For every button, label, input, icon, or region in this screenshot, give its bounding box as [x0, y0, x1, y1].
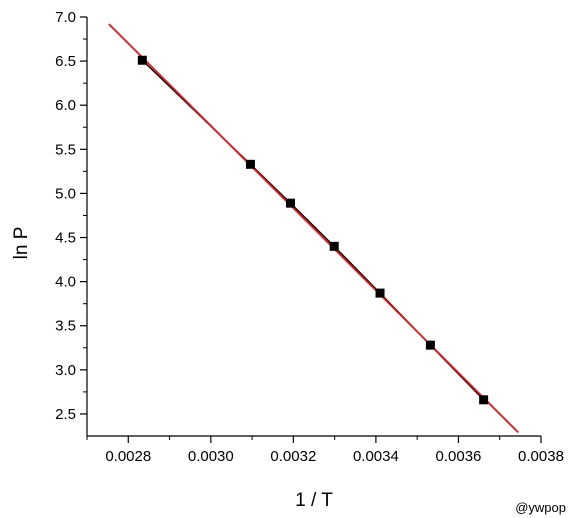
- x-tick-label: 0.0030: [188, 448, 234, 465]
- data-point: [375, 288, 385, 298]
- data-point: [137, 55, 147, 65]
- series-layer: [108, 23, 519, 434]
- x-axis-title: 1 / T: [295, 490, 333, 511]
- data-point: [425, 340, 435, 350]
- y-tick-label: 6.0: [55, 97, 76, 114]
- data-point: [285, 198, 295, 208]
- y-tick-label: 4.5: [55, 230, 76, 247]
- linear-fit-line: [108, 23, 519, 434]
- x-tick-label: 0.0028: [105, 448, 151, 465]
- plot-frame: [86, 17, 541, 437]
- y-ticks: 2.5 3.0 3.5 4.0 4.5 5.0 5.5 6.0 6.5 7.0: [55, 9, 87, 423]
- watermark-text: @ywpop: [515, 500, 566, 515]
- data-point: [329, 241, 339, 251]
- y-tick-label: 2.5: [55, 406, 76, 423]
- x-tick-label: 0.0034: [353, 448, 399, 465]
- y-tick-label: 5.0: [55, 185, 76, 202]
- y-tick-label: 3.0: [55, 362, 76, 379]
- data-point: [479, 395, 489, 405]
- y-tick-label: 3.5: [55, 318, 76, 335]
- y-tick-label: 5.5: [55, 141, 76, 158]
- y-tick-label: 6.5: [55, 53, 76, 70]
- x-tick-label: 0.0038: [518, 448, 564, 465]
- y-tick-label: 4.0: [55, 274, 76, 291]
- y-axis-title: ln P: [11, 227, 32, 260]
- x-ticks: 0.0028 0.0030 0.0032 0.0034 0.0036 0.0038: [86, 436, 564, 465]
- x-tick-label: 0.0036: [436, 448, 482, 465]
- x-tick-label: 0.0032: [270, 448, 316, 465]
- y-tick-label: 7.0: [55, 9, 76, 26]
- data-point: [245, 159, 255, 169]
